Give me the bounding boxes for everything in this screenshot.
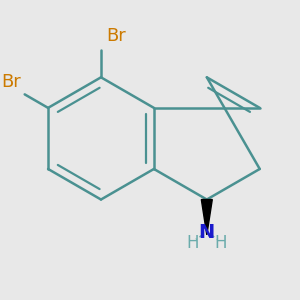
- Text: H: H: [215, 234, 227, 252]
- Text: H: H: [186, 234, 199, 252]
- Text: Br: Br: [106, 27, 126, 45]
- Polygon shape: [201, 200, 212, 235]
- Text: N: N: [199, 224, 215, 242]
- Text: Br: Br: [2, 73, 22, 91]
